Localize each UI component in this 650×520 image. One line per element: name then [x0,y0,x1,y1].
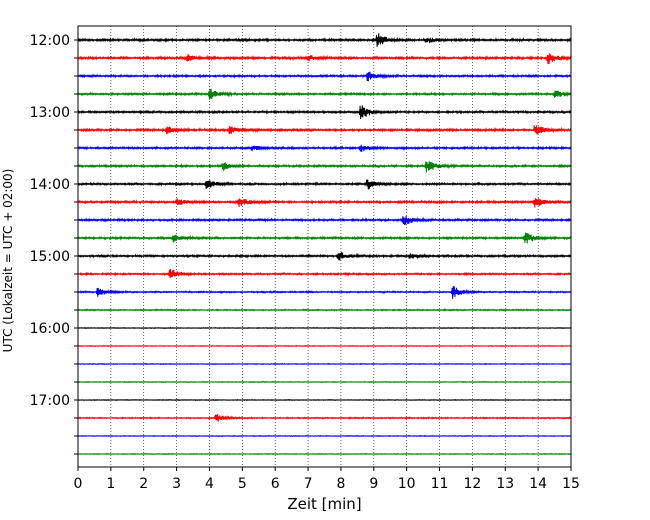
trace-1315 [77,125,572,135]
trace-1645 [77,380,572,384]
x-axis-ticks: 0 1 2 3 4 5 6 7 8 9 10 11 12 13 14 15 [74,467,580,492]
trace-1345 [77,161,572,173]
y-tick-label-0: 12:00 [30,33,70,49]
trace-1215 [77,53,572,65]
y-axis-ticks: 12:00 13:00 14:00 15:00 16:00 17:00 [30,33,78,455]
trace-1400 [77,179,572,190]
trace-1445 [77,232,572,244]
x-tick-label-11: 11 [431,476,449,492]
trace-1300 [77,105,572,119]
x-tick-label-3: 3 [172,476,181,492]
x-tick-label-1: 1 [106,476,115,492]
y-tick-label-4: 16:00 [30,321,70,337]
trace-1615 [77,344,572,348]
trace-1515 [77,268,572,279]
trace-1700 [77,398,572,402]
trace-1715 [77,414,572,422]
trace-layer [77,33,572,456]
x-tick-label-14: 14 [529,476,547,492]
x-tick-label-15: 15 [562,476,580,492]
trace-1545 [77,308,572,312]
x-tick-label-13: 13 [496,476,514,492]
y-axis-label: UTC (Lokalzeit = UTC + 02:00) [1,169,15,353]
y-tick-label-5: 17:00 [30,393,70,409]
x-tick-label-5: 5 [238,476,247,492]
trace-1245 [77,88,572,100]
x-tick-label-0: 0 [74,476,83,492]
trace-1200 [77,33,572,47]
x-tick-label-8: 8 [336,476,345,492]
trace-1745 [77,452,572,456]
x-tick-label-4: 4 [205,476,214,492]
trace-1330 [77,144,572,153]
x-axis-label: Zeit [min] [287,495,361,513]
trace-1730 [77,434,572,438]
x-tick-label-9: 9 [369,476,378,492]
trace-1430 [77,216,572,225]
x-tick-label-7: 7 [304,476,313,492]
x-tick-label-10: 10 [398,476,416,492]
trace-1630 [77,362,572,366]
x-tick-label-12: 12 [463,476,481,492]
x-tick-label-2: 2 [139,476,148,492]
trace-1230 [77,71,572,82]
y-tick-label-3: 15:00 [30,249,70,265]
trace-1500 [77,252,572,261]
plot-frame [77,25,572,468]
trace-1600 [77,326,572,330]
y-tick-label-2: 14:00 [30,177,70,193]
trace-1530 [77,285,572,299]
y-tick-label-1: 13:00 [30,105,70,121]
trace-1415 [77,198,572,208]
x-tick-label-6: 6 [271,476,280,492]
